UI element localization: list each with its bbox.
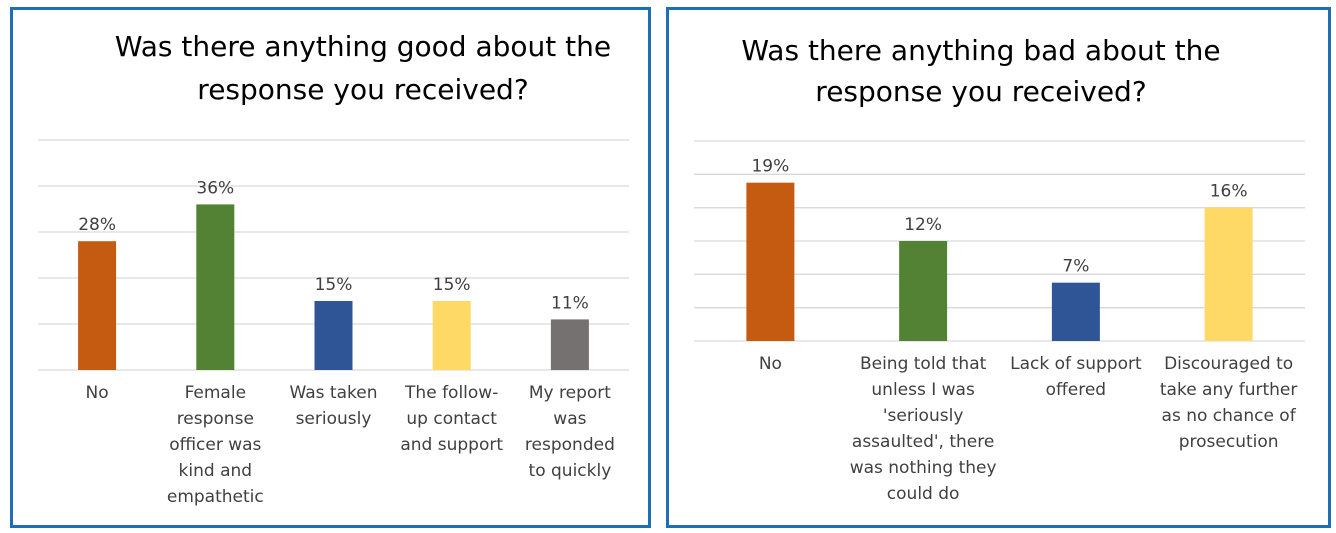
bar-3 (314, 301, 353, 370)
bar-4 (1204, 207, 1253, 341)
chart-panel-bad: Was there anything bad about the response… (666, 7, 1331, 528)
bar-2 (196, 204, 235, 370)
chart-good-svg: Was there anything good about the respons… (38, 30, 629, 507)
chart-panel-good: Was there anything good about the respons… (10, 7, 651, 528)
bar-3 (1051, 282, 1100, 341)
chart-title: Was there anything good about the respons… (115, 30, 611, 106)
category-label: Being told that unless I was'seriously ass… (850, 354, 997, 504)
category-label: Was taken seriously (290, 383, 378, 429)
data-label: 28% (78, 215, 116, 235)
bar-2 (899, 241, 948, 341)
data-label: 15% (433, 275, 471, 295)
bar-5 (550, 319, 589, 370)
data-label: 12% (904, 215, 942, 235)
bar-1 (78, 241, 117, 370)
data-label: 19% (751, 157, 789, 177)
data-label: 15% (315, 275, 353, 295)
bar-4 (432, 301, 471, 370)
category-label: Lack of support offered (1010, 354, 1142, 400)
chart-title: Was there anything bad about the response… (741, 34, 1220, 108)
category-label: My report was responded to quickly (525, 383, 615, 481)
data-label: 36% (196, 178, 234, 198)
bar-1 (746, 182, 795, 341)
category-label: The follow-up contact and support (400, 383, 503, 455)
data-label: 11% (551, 293, 589, 313)
category-label: No (86, 383, 109, 403)
data-label: 16% (1210, 182, 1248, 202)
category-label: Female response officer was kind and empathe… (167, 383, 264, 507)
category-label: Discouraged to take any further as no chan… (1160, 354, 1297, 452)
category-label: No (759, 354, 782, 374)
data-label: 7% (1062, 257, 1089, 277)
chart-bad-svg: Was there anything bad about the response… (694, 34, 1305, 504)
